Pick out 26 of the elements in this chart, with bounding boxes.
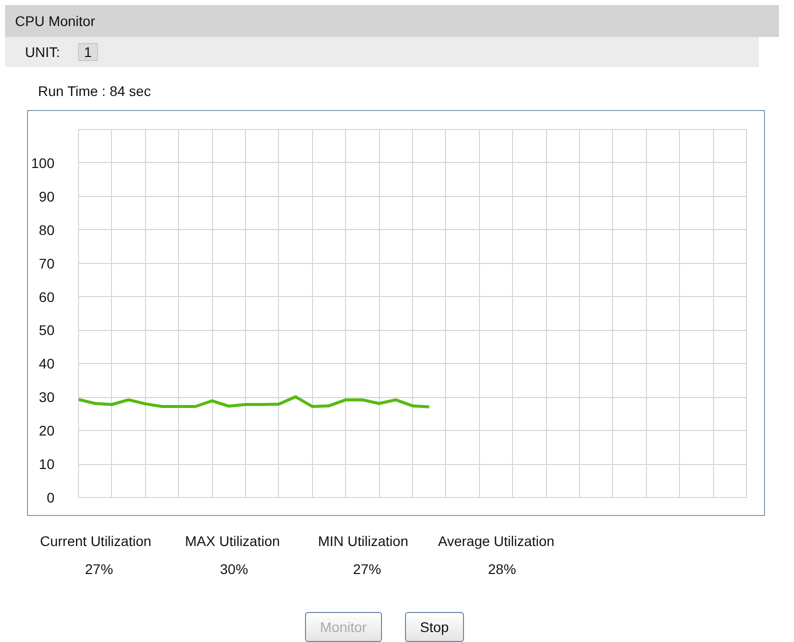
- y-tick-label: 90: [38, 188, 55, 204]
- chart-title: CPU Monitor: [5, 5, 779, 37]
- text: Current Utilization: [40, 532, 152, 551]
- text: MAX Utilization: [185, 532, 280, 551]
- text: UNIT:: [25, 44, 60, 60]
- y-tick-label: 40: [38, 356, 55, 372]
- text: 28%: [488, 560, 516, 579]
- y-tick-label: 30: [38, 389, 55, 406]
- text: 27%: [85, 560, 114, 579]
- text: 30%: [220, 560, 248, 579]
- text: MIN Utilization: [318, 532, 408, 551]
- text: Average Utilization: [438, 532, 554, 551]
- y-tick-label: 10: [38, 456, 55, 472]
- y-tick-label: 100: [31, 154, 55, 171]
- text: Monitor: [305, 612, 382, 642]
- text: 1: [78, 43, 98, 61]
- chart-subtitle: Run Time : 84 sec: [37, 82, 152, 101]
- text: 27%: [353, 560, 382, 579]
- y-tick-label: 20: [38, 422, 55, 439]
- y-tick-label: 60: [38, 288, 55, 305]
- y-tick-label: 70: [38, 255, 55, 272]
- y-tick-label: 80: [38, 222, 55, 238]
- y-tick-label: 0: [46, 490, 55, 506]
- y-tick-label: 50: [38, 322, 55, 338]
- text: Stop: [405, 612, 464, 642]
- line-series: [78, 395, 431, 408]
